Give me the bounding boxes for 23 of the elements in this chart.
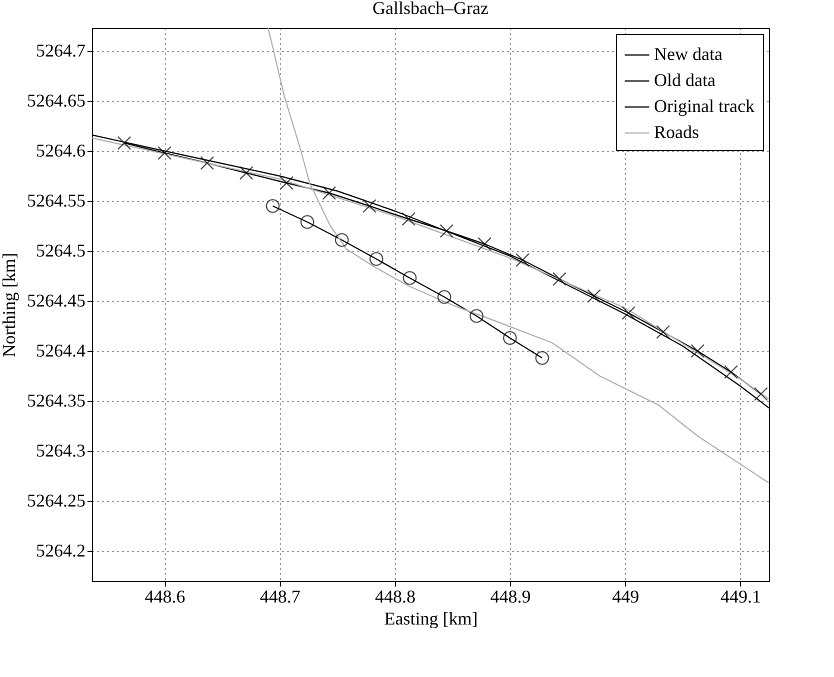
- y-tick-label: 5264.45: [27, 290, 86, 310]
- x-tick-label: 448.7: [260, 586, 300, 606]
- y-tick-label: 5264.5: [36, 240, 86, 260]
- y-tick-label: 5264.65: [27, 90, 86, 110]
- legend-label: New data: [654, 44, 722, 64]
- y-tick-label: 5264.55: [27, 190, 86, 210]
- legend-label: Roads: [654, 122, 699, 142]
- legend-label: Original track: [654, 96, 754, 116]
- y-tick-label: 5264.7: [36, 40, 86, 60]
- legend-label: Old data: [654, 70, 716, 90]
- y-axis-title: Northing [km]: [0, 252, 19, 358]
- y-tick-label: 5264.2: [36, 540, 86, 560]
- y-tick-label: 5264.3: [36, 440, 86, 460]
- x-tick-label: 448.9: [490, 586, 531, 606]
- y-tick-label: 5264.6: [36, 140, 86, 160]
- x-tick-label: 448.6: [144, 586, 186, 606]
- x-tick-label: 449.1: [720, 586, 761, 606]
- chart-title: Gallsbach–Graz: [372, 0, 488, 18]
- y-tick-label: 5264.25: [27, 490, 86, 510]
- x-tick-label: 448.8: [375, 586, 416, 606]
- y-tick-label: 5264.4: [36, 340, 86, 360]
- y-tick-label: 5264.35: [27, 390, 86, 410]
- x-tick-label: 449: [612, 586, 640, 606]
